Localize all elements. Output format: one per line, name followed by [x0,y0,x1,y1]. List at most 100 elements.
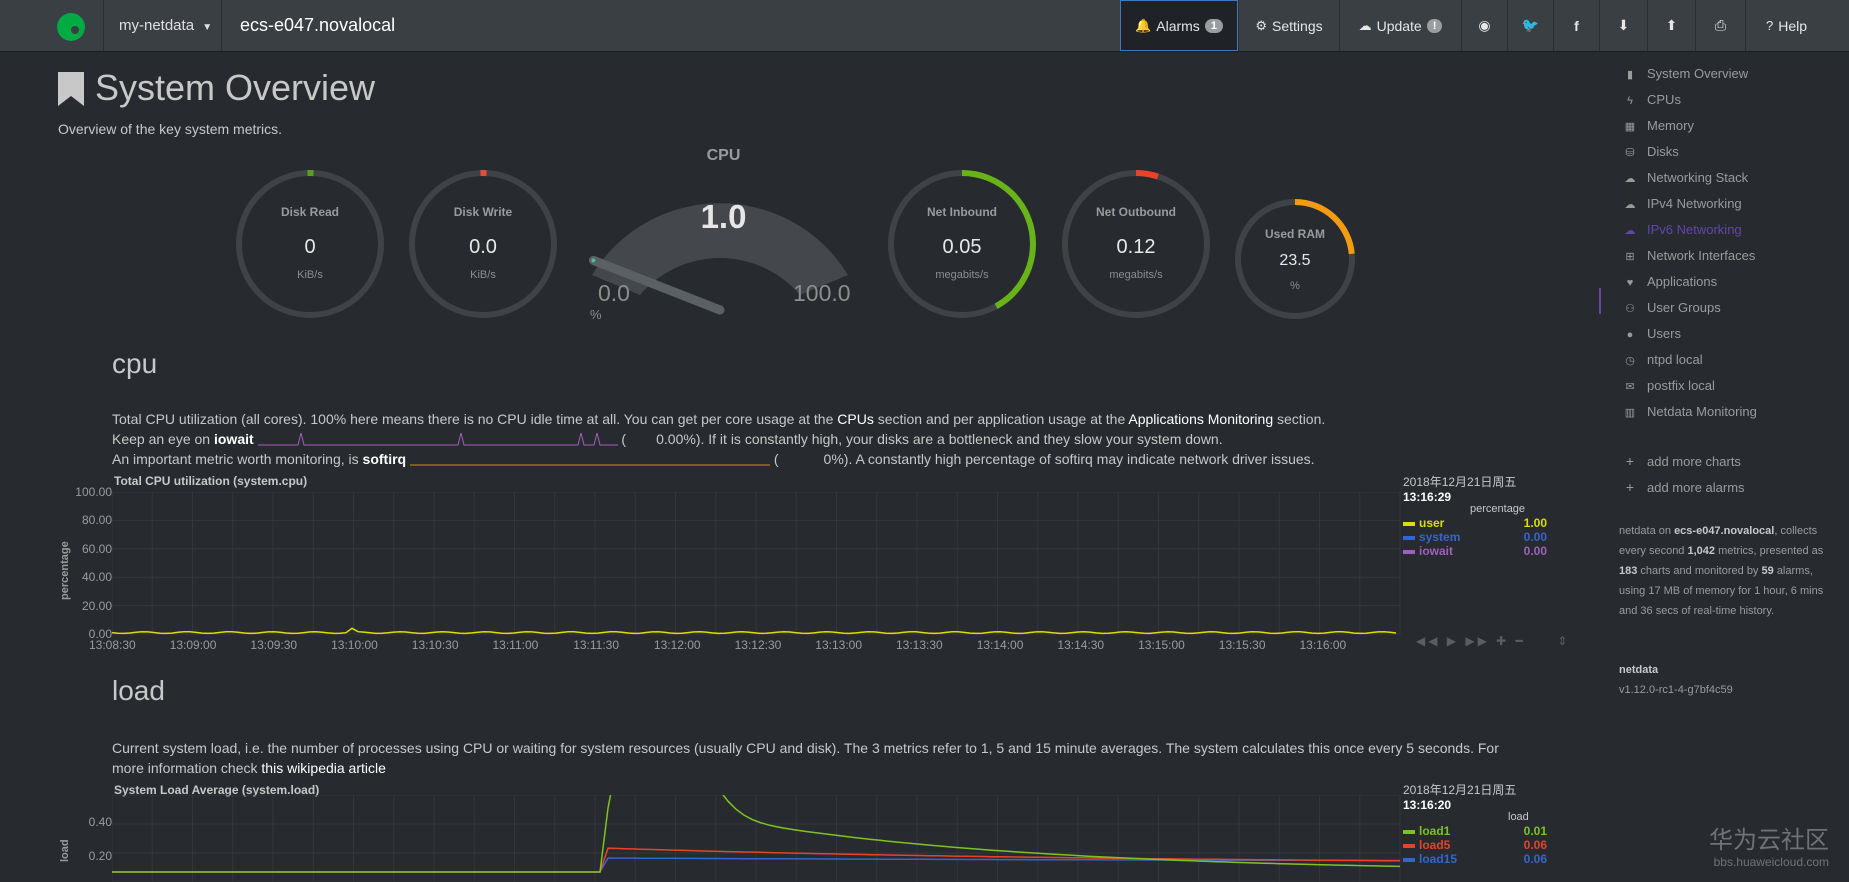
question-circle-icon: ? [1765,18,1774,33]
softirq-sparkline [409,464,770,466]
sidebar-item-users[interactable]: ● Users [1623,326,1681,341]
cpu-xtick: 13:11:30 [573,638,620,652]
alarms-button[interactable]: 🔔 Alarms 1 [1120,0,1238,51]
cpu-xtick: 13:14:30 [1057,638,1105,652]
netdata-logo-icon[interactable] [56,12,86,42]
sidebar-item-network-interfaces[interactable]: ⊞ Network Interfaces [1623,248,1755,263]
legend-name: load15 [1419,852,1458,866]
sidebar-active-indicator [1599,288,1601,314]
disk-write-value: 0.0 [469,236,497,258]
update-badge: ! [1426,18,1443,33]
used-ram-unit: % [1290,280,1300,292]
sidebar-item-cpus[interactable]: ϟ CPUs [1623,92,1681,107]
chart-icon: ▥ [1624,407,1636,419]
hostname-title[interactable]: ecs-e047.novalocal [240,15,396,35]
cpu-ytick: 100.00 [75,485,112,499]
sidebar-item-networking-stack[interactable]: ☁ Networking Stack [1623,170,1749,185]
legend-name: system [1419,530,1461,544]
print-icon: ⎙ [1714,17,1727,33]
cpu-xtick: 13:11:00 [492,638,539,652]
update-label: Update [1376,17,1422,34]
cpus-link[interactable]: CPUs [837,411,874,427]
netdata-info-text: netdata on ecs-e047.novalocal, collects … [1619,525,1824,617]
sidebar-item-label: System Overview [1647,66,1749,81]
legend-item-load5[interactable]: load5 0.06 [1403,838,1547,852]
legend-name: load5 [1419,838,1451,852]
sidebar-item-ntpd-local[interactable]: ◷ ntpd local [1623,352,1703,367]
twitter-button[interactable]: 🐦 [1507,0,1553,51]
sidebar-item-label: ntpd local [1647,352,1703,367]
legend-item-iowait[interactable]: iowait 0.00 [1403,544,1547,558]
load-chart-plot[interactable] [112,795,1402,882]
sidebar-item-ipv4-networking[interactable]: ☁ IPv4 Networking [1623,196,1742,211]
cpu-gauge-value: 1.0 [700,198,747,235]
my-netdata-menu[interactable]: my-netdata ▼ [119,17,212,34]
legend-swatch [1403,536,1415,540]
applications-monitoring-link[interactable]: Applications Monitoring [1128,411,1274,427]
cpu-description-line3: An important metric worth monitoring, is… [112,451,1315,467]
settings-button[interactable]: ⚙ Settings [1238,0,1339,51]
plus-icon: + [1625,479,1635,495]
help-button[interactable]: ? Help [1745,0,1827,51]
add-more-alarms-link[interactable]: + add more alarms [1623,479,1745,495]
sitemap-icon: ⊞ [1625,251,1635,263]
legend-value: 0.00 [1523,544,1547,558]
bookmark-icon [58,72,84,106]
legend-item-user[interactable]: user 1.00 [1403,516,1547,530]
wikipedia-link[interactable]: this wikipedia article [261,760,386,776]
sidebar-item-memory[interactable]: ▦ Memory [1623,118,1694,133]
cpu-xtick: 13:13:00 [815,638,863,652]
legend-item-system[interactable]: system 0.00 [1403,530,1547,544]
github-icon: ◉ [1478,17,1491,33]
cpu-gauge-unit: % [590,307,602,322]
cpu-description-line2: Keep an eye on iowait (0.00%). If it is … [112,431,1223,447]
bolt-icon: ϟ [1627,95,1633,107]
sidebar-item-netdata-monitoring[interactable]: ▥ Netdata Monitoring [1623,404,1757,419]
sidebar-item-system-overview[interactable]: ▮ System Overview [1623,66,1748,81]
legend-name: load1 [1419,824,1451,838]
sidebar-item-ipv6-networking[interactable]: ☁ IPv6 Networking [1623,222,1742,237]
add-more-charts-link[interactable]: + add more charts [1623,453,1741,469]
load-legend-timestamp: 2018年12月21日周五 13:16:20 [1403,783,1517,812]
envelope-icon: ✉ [1625,381,1635,393]
sidebar-item-label: User Groups [1647,300,1721,315]
sidebar-item-disks[interactable]: ⛁ Disks [1623,144,1679,159]
disk-write-gauge[interactable] [407,168,559,320]
sidebar-item-label: Network Interfaces [1647,248,1756,263]
cpu-gauge[interactable] [570,160,870,330]
sidebar-item-applications[interactable]: ♥ Applications [1623,274,1717,289]
legend-item-load15[interactable]: load15 0.06 [1403,852,1547,866]
cpu-chart-plot[interactable] [112,492,1402,636]
disk-read-gauge[interactable] [234,168,386,320]
cpu-ytick: 0.00 [88,627,112,641]
legend-value: 0.00 [1523,530,1547,544]
update-button[interactable]: ☁ Update ! [1339,0,1461,51]
legend-item-load1[interactable]: load1 0.01 [1403,824,1547,838]
facebook-button[interactable]: f [1553,0,1599,51]
huawei-cloud-watermark: 华为云社区 bbs.huaweicloud.com [1709,827,1829,869]
used-ram-title: Used RAM [1264,227,1325,241]
legend-swatch [1403,858,1415,862]
alarms-label: Alarms [1156,17,1200,34]
net-outbound-gauge[interactable] [1060,168,1212,320]
upload-button[interactable]: ⬆ [1647,0,1695,51]
load-chart-title: System Load Average (system.load) [114,783,320,797]
net-inbound-gauge[interactable] [886,168,1038,320]
cpu-chart-controls[interactable]: ◀◀ ▶ ▶▶ ✚ ━ ⇕ [1416,634,1571,648]
sidebar-item-label: Disks [1647,144,1679,159]
softirq-value: 0% [823,451,844,467]
sidebar-item-user-groups[interactable]: ⚇ User Groups [1623,300,1721,315]
net-outbound-unit: megabits/s [1109,269,1163,281]
sidebar-item-postfix-local[interactable]: ✉ postfix local [1623,378,1715,393]
cpu-gauge-min: 0.0 [598,280,630,306]
github-button[interactable]: ◉ [1461,0,1507,51]
used-ram-gauge[interactable] [1233,197,1357,321]
download-button[interactable]: ⬇ [1599,0,1647,51]
print-button[interactable]: ⎙ [1695,0,1745,51]
legend-swatch [1403,844,1415,848]
sidebar-item-label: postfix local [1647,378,1715,393]
bell-icon: 🔔 [1135,17,1152,33]
gear-icon: ⚙ [1255,17,1268,33]
cpu-xtick: 13:08:30 [89,638,136,652]
legend-value: 0.01 [1523,824,1547,838]
